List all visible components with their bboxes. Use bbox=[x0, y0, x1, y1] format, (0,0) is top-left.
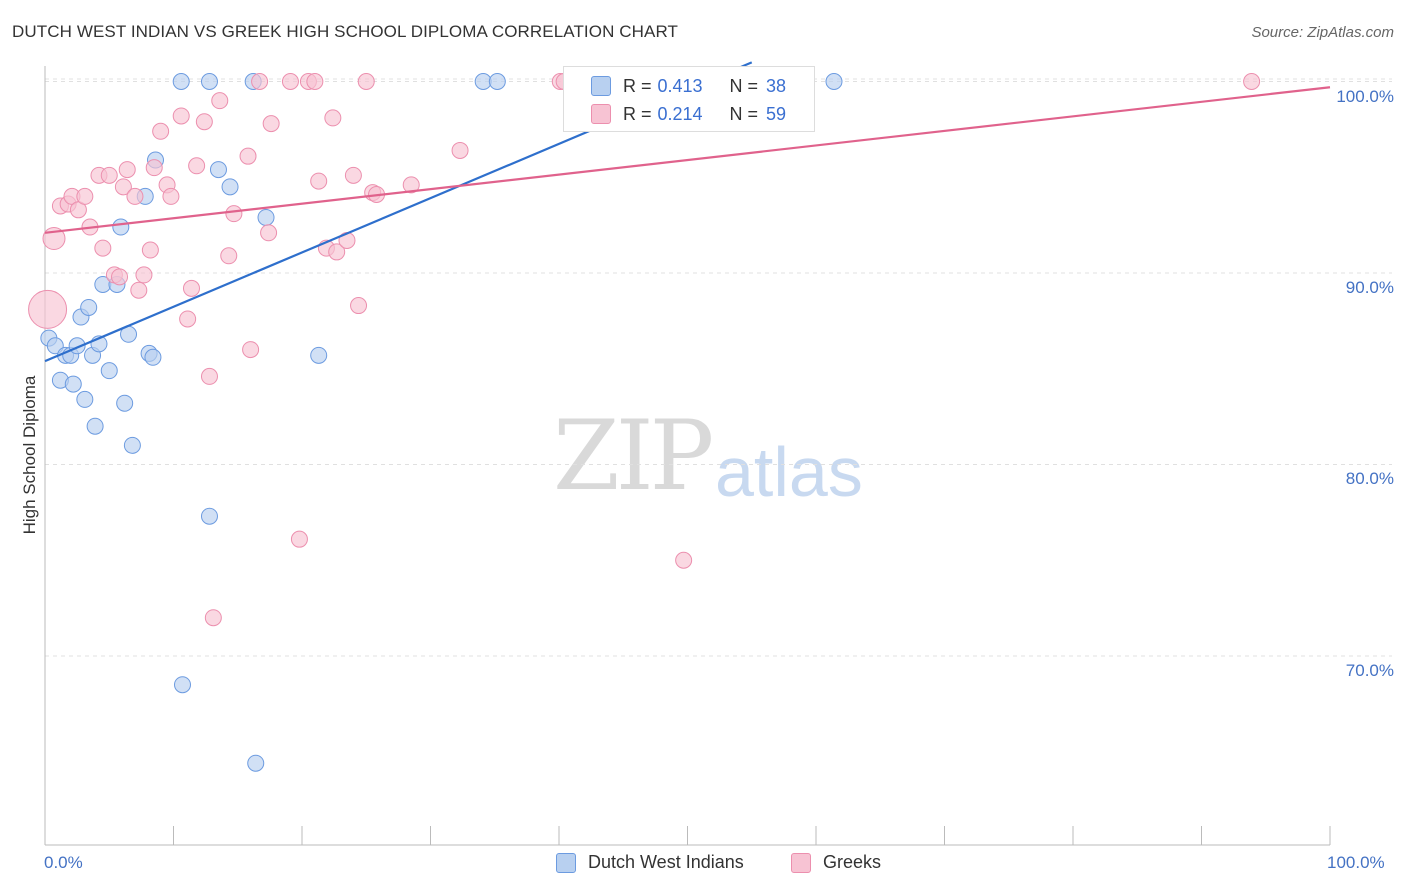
y-tick-label-70: 70.0% bbox=[1345, 661, 1394, 680]
n-value: 59 bbox=[766, 103, 787, 124]
point-greeks bbox=[251, 73, 269, 90]
point-greeks bbox=[100, 166, 118, 184]
point-dutch-west-indians bbox=[209, 161, 227, 179]
point-greeks bbox=[1243, 73, 1261, 90]
point-greeks bbox=[290, 530, 308, 548]
trendline-greeks bbox=[44, 86, 1331, 234]
x-tick-label-100: 100.0% bbox=[1327, 853, 1385, 872]
point-dutch-west-indians bbox=[76, 390, 94, 408]
point-greeks bbox=[130, 281, 148, 299]
n-label: N = bbox=[729, 75, 759, 96]
y-axis-label: High School Diploma bbox=[20, 375, 39, 535]
point-greeks bbox=[114, 178, 132, 196]
point-dutch-west-indians bbox=[112, 218, 130, 236]
chart-title: DUTCH WEST INDIAN VS GREEK HIGH SCHOOL D… bbox=[12, 22, 679, 41]
point-dutch-west-indians bbox=[64, 375, 82, 393]
point-greeks bbox=[141, 241, 159, 259]
blue-swatch bbox=[556, 852, 576, 873]
point-dutch-west-indians bbox=[86, 417, 104, 435]
point-greeks bbox=[172, 107, 190, 125]
point-greeks bbox=[675, 551, 693, 569]
point-greeks bbox=[344, 166, 362, 184]
point-greeks bbox=[310, 172, 328, 190]
point-greeks bbox=[204, 609, 222, 627]
point-greeks bbox=[111, 268, 129, 286]
point-greeks bbox=[162, 187, 180, 205]
point-dutch-west-indians bbox=[825, 73, 843, 90]
point-dutch-west-indians bbox=[221, 178, 239, 196]
legend-item-greeks: Greeks bbox=[791, 852, 881, 873]
watermark-zip: ZIP bbox=[553, 400, 714, 512]
stats-legend: R = 0.413 N = 38 R = 0.214 N = 59 bbox=[563, 66, 815, 132]
r-value: 0.413 bbox=[657, 75, 703, 96]
point-greeks bbox=[402, 176, 420, 194]
n-value: 38 bbox=[766, 75, 787, 96]
legend-label: Greeks bbox=[823, 852, 882, 872]
point-greeks bbox=[152, 122, 170, 140]
point-dutch-west-indians bbox=[123, 436, 141, 454]
point-greeks bbox=[262, 115, 280, 133]
legend-row-greeks: R = 0.214 N = 59 bbox=[564, 100, 786, 128]
point-greeks bbox=[281, 73, 299, 90]
point-greeks bbox=[135, 266, 153, 284]
y-tick-label-80: 80.0% bbox=[1345, 469, 1394, 488]
point-greeks bbox=[328, 243, 346, 261]
point-greeks bbox=[306, 73, 324, 90]
y-tick-label-90: 90.0% bbox=[1345, 278, 1394, 297]
point-greeks bbox=[182, 279, 200, 297]
point-dutch-west-indians bbox=[474, 73, 492, 90]
n-label: N = bbox=[729, 103, 759, 124]
legend-label: Dutch West Indians bbox=[588, 852, 744, 872]
point-greeks bbox=[126, 187, 144, 205]
watermark-atlas: atlas bbox=[715, 433, 863, 511]
point-dutch-west-indians bbox=[488, 73, 506, 90]
point-dutch-west-indians bbox=[100, 362, 118, 380]
point-greeks bbox=[94, 239, 112, 257]
point-greeks bbox=[451, 141, 469, 159]
point-dutch-west-indians bbox=[257, 208, 275, 226]
point-greeks bbox=[195, 113, 213, 131]
point-greeks bbox=[145, 159, 163, 177]
point-greeks bbox=[179, 310, 197, 328]
point-greeks bbox=[350, 297, 368, 315]
point-dutch-west-indians bbox=[173, 676, 191, 694]
point-greeks bbox=[188, 157, 206, 175]
r-label: R = bbox=[623, 103, 652, 124]
pink-swatch bbox=[791, 852, 811, 873]
point-dutch-west-indians bbox=[172, 73, 190, 90]
source-label: Source: ZipAtlas.com bbox=[1251, 24, 1394, 41]
point-greeks bbox=[239, 147, 257, 165]
point-dutch-west-indians bbox=[116, 394, 134, 412]
x-tick-label-0: 0.0% bbox=[44, 853, 83, 872]
point-greeks bbox=[76, 187, 94, 205]
point-greeks bbox=[225, 205, 243, 223]
point-greeks bbox=[200, 367, 218, 385]
point-dutch-west-indians bbox=[247, 754, 265, 772]
point-dutch-west-indians bbox=[200, 73, 218, 90]
legend-item-dutch-west-indians: Dutch West Indians bbox=[556, 852, 744, 873]
point-greeks bbox=[211, 92, 229, 110]
blue-swatch bbox=[591, 76, 611, 96]
y-tick-label-100: 100.0% bbox=[1336, 87, 1394, 106]
point-greeks bbox=[324, 109, 342, 127]
point-greeks bbox=[260, 224, 278, 242]
point-dutch-west-indians bbox=[200, 507, 218, 525]
point-greeks bbox=[357, 73, 375, 90]
point-dutch-west-indians bbox=[144, 348, 162, 366]
point-greeks bbox=[28, 289, 68, 329]
r-value: 0.214 bbox=[657, 103, 703, 124]
point-dutch-west-indians bbox=[80, 298, 98, 316]
point-greeks bbox=[220, 247, 238, 265]
point-greeks bbox=[242, 341, 260, 359]
point-greeks bbox=[118, 161, 136, 179]
r-label: R = bbox=[623, 75, 652, 96]
legend-row-dutch-west-indians: R = 0.413 N = 38 bbox=[564, 72, 786, 100]
point-dutch-west-indians bbox=[310, 346, 328, 364]
pink-swatch bbox=[591, 104, 611, 124]
